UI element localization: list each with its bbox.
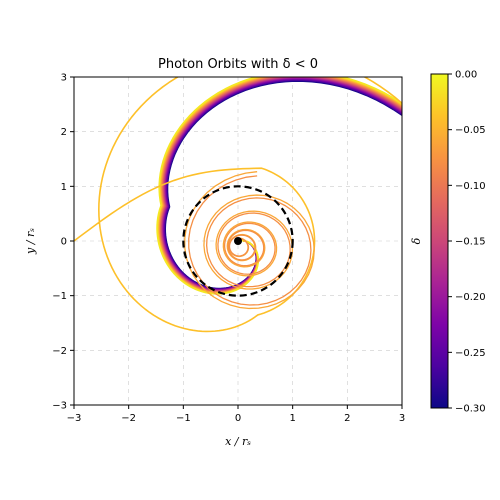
x-tick-label: 0: [235, 413, 241, 424]
colorbar-tick-label: −0.25: [455, 348, 486, 359]
orbit-line: [159, 77, 402, 293]
y-tick-label: 0: [61, 237, 67, 248]
colorbar-tick-label: −0.05: [455, 125, 486, 136]
orbit-line: [157, 77, 402, 294]
colorbar-ticks: 0.00 −0.05 −0.10 −0.15 −0.20 −0.25 −0.30: [448, 70, 486, 415]
colorbar-tick-label: −0.15: [455, 237, 486, 248]
orbit-line: [156, 77, 402, 295]
colorbar-label: δ: [410, 237, 423, 244]
y-axis: −3 −2 −1 0 1 2 3: [52, 73, 74, 412]
colorbar-tick-label: −0.20: [455, 292, 486, 303]
colorbar-tick-label: −0.10: [455, 181, 486, 192]
y-tick-label: 2: [61, 127, 67, 138]
orbit-line: [156, 77, 402, 295]
orbit-line: [158, 77, 402, 294]
reference-circle: [182, 185, 294, 297]
orbit-line: [159, 77, 402, 293]
y-tick-label: −3: [52, 401, 67, 412]
orbits: [74, 77, 402, 333]
colorbar-tick-label: 0.00: [455, 70, 477, 81]
x-tick-label: −1: [176, 413, 191, 424]
orbit-line: [158, 77, 402, 294]
spiral-orbit-line: [188, 175, 312, 306]
escaping-orbit-line: [74, 77, 402, 333]
orbit-line: [156, 77, 402, 295]
colorbar: 0.00 −0.05 −0.10 −0.15 −0.20 −0.25 −0.30 δ: [410, 70, 486, 415]
x-tick-label: −3: [67, 413, 82, 424]
orbit-line: [158, 77, 402, 294]
colorbar-tick-label: −0.30: [455, 404, 486, 415]
colorbar-gradient: [430, 73, 449, 409]
orbit-line: [157, 77, 402, 294]
chart-title: Photon Orbits with δ < 0: [158, 57, 318, 72]
x-tick-label: −2: [121, 413, 136, 424]
reference-circle-layer: [182, 185, 294, 297]
y-axis-label: y / rₛ: [24, 228, 37, 255]
y-tick-label: −2: [52, 346, 67, 357]
y-tick-label: 1: [61, 182, 67, 193]
x-tick-label: 2: [344, 413, 350, 424]
x-tick-label: 1: [289, 413, 295, 424]
x-tick-label: 3: [399, 413, 405, 424]
x-axis-label: x / rₛ: [225, 435, 251, 448]
central-mass-dot: [234, 237, 242, 245]
y-tick-label: −1: [52, 291, 67, 302]
y-tick-label: 3: [61, 73, 67, 84]
x-axis: −3 −2 −1 0 1 2 3: [67, 405, 405, 424]
